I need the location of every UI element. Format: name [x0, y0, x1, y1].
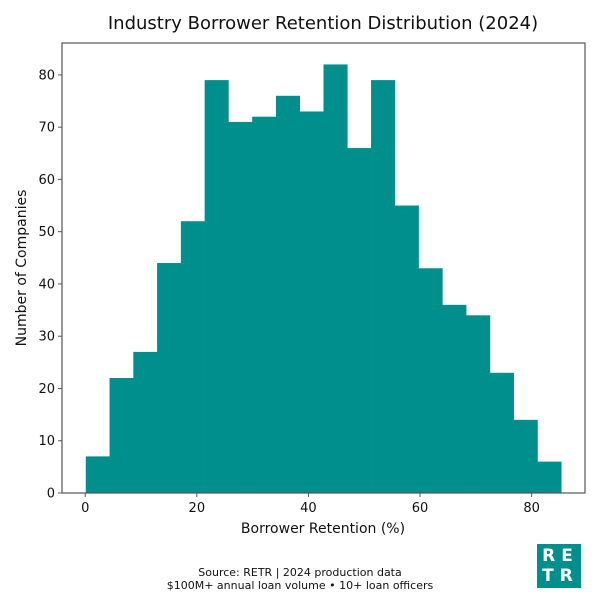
x-axis-label: Borrower Retention (%)	[241, 521, 405, 537]
footer-criteria: $100M+ annual loan volume • 10+ loan off…	[166, 579, 434, 592]
histogram-bar	[513, 419, 538, 493]
histogram-bar	[489, 372, 514, 493]
x-axis-ticks: 0 20 40 60 80	[81, 493, 540, 516]
histogram-bar	[275, 95, 301, 493]
histogram-bar	[180, 221, 205, 493]
y-tick-label: 80	[38, 68, 55, 83]
histogram-bar	[323, 64, 348, 494]
x-tick-label: 40	[300, 501, 317, 516]
x-tick-label: 60	[412, 501, 429, 516]
histogram-bar	[371, 80, 396, 494]
histogram-bar	[228, 121, 253, 494]
y-axis-ticks: 0 10 20 30 40 50 60 70 80	[38, 68, 62, 502]
x-tick-label: 80	[523, 501, 540, 516]
x-tick-label: 20	[189, 501, 206, 516]
y-tick-label: 40	[38, 277, 55, 292]
histogram-bar	[299, 111, 324, 493]
logo-line1: RE	[542, 546, 579, 566]
histogram-bars	[85, 64, 562, 494]
y-tick-label: 20	[38, 382, 55, 397]
logo-line2: TR	[542, 566, 579, 586]
retr-logo: RE TR	[537, 544, 581, 588]
histogram-bar	[157, 263, 182, 493]
histogram-bar	[109, 378, 134, 493]
histogram-bar	[347, 148, 372, 494]
x-tick-label: 0	[81, 501, 89, 516]
histogram-bar	[133, 351, 158, 493]
histogram-bar	[537, 461, 562, 493]
plot-frame	[61, 42, 586, 494]
histogram-bar	[466, 315, 491, 493]
histogram-bar	[204, 80, 229, 494]
y-tick-label: 60	[38, 173, 55, 188]
histogram-bar	[394, 205, 419, 494]
y-tick-label: 0	[47, 487, 55, 502]
histogram-bar	[418, 268, 443, 493]
y-tick-label: 70	[38, 121, 55, 136]
histogram-bar	[252, 116, 277, 493]
histogram-bar	[85, 456, 110, 493]
y-tick-label: 30	[38, 330, 55, 345]
histogram-bar	[442, 304, 467, 493]
y-tick-label: 10	[38, 434, 55, 449]
footer-source: Source: RETR | 2024 production data	[198, 566, 402, 579]
y-tick-label: 50	[38, 225, 55, 240]
chart-title: Industry Borrower Retention Distribution…	[108, 13, 538, 34]
y-axis-label: Number of Companies	[14, 190, 30, 347]
